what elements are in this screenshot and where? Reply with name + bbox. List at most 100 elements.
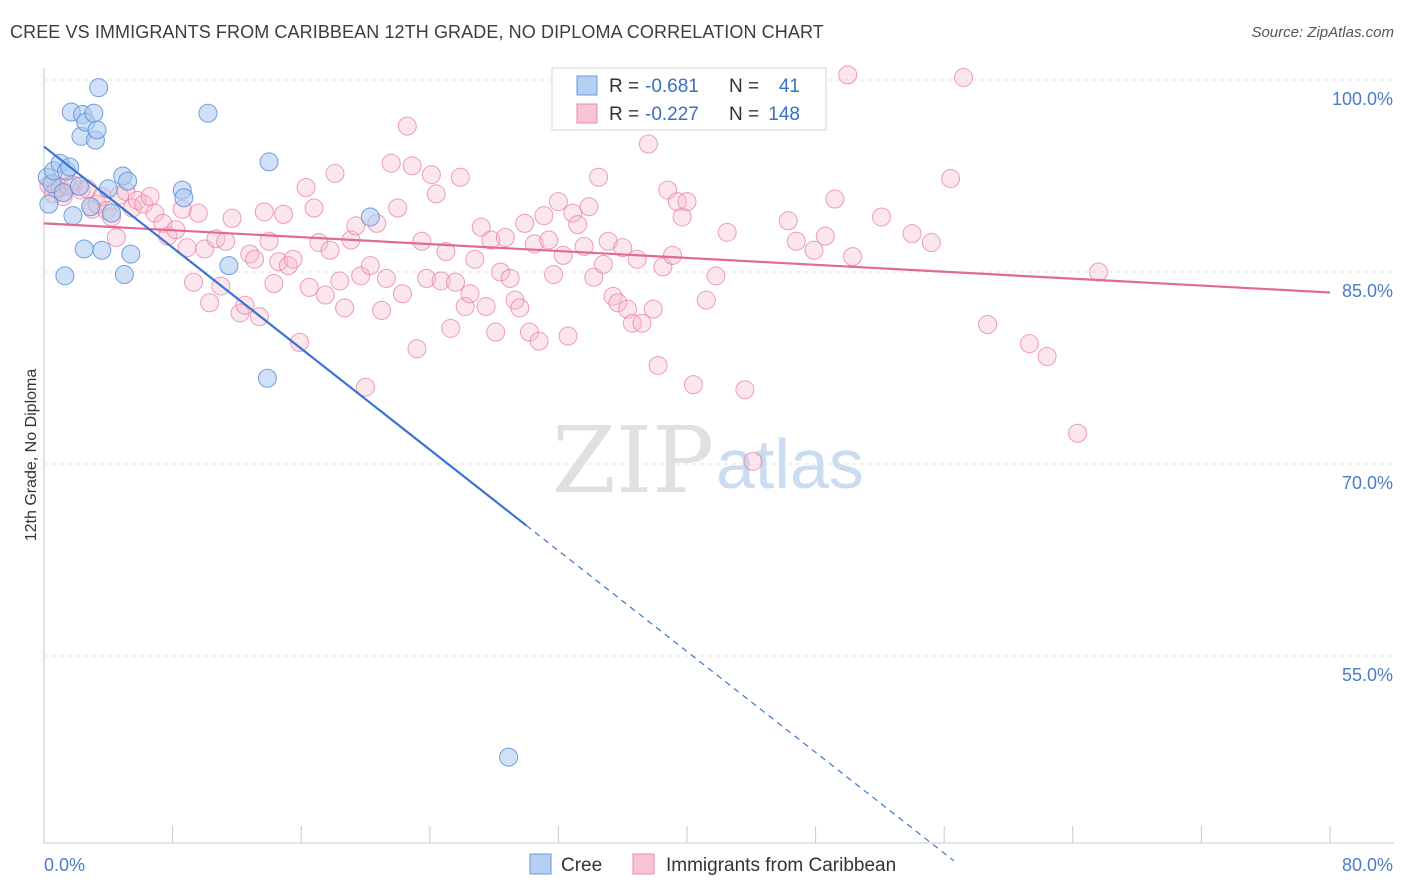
x-tick-label-0: 0.0% — [44, 855, 85, 875]
y-axis-label: 12th Grade, No Diploma — [23, 369, 40, 542]
legend-n-label-cree: N = — [729, 76, 759, 97]
caribbean-point-61 — [360, 256, 380, 276]
caribbean-point-67 — [392, 284, 412, 304]
legend-swatch-cree — [576, 75, 598, 96]
caribbean-point-55 — [330, 271, 350, 291]
caribbean-point-147 — [1068, 423, 1088, 443]
series-cree-points — [37, 78, 519, 767]
y-tick-label-3: 55.0% — [1342, 665, 1393, 685]
caribbean-point-33 — [216, 231, 236, 251]
cree-point-32 — [259, 152, 279, 172]
cree-point-16 — [81, 197, 101, 217]
caribbean-point-56 — [335, 298, 355, 318]
cree-point-29 — [174, 188, 194, 208]
caribbean-point-89 — [500, 268, 520, 288]
cree-point-20 — [89, 78, 109, 98]
caribbean-point-79 — [450, 167, 470, 187]
caribbean-point-130 — [735, 380, 755, 400]
chart-source: Source: ZipAtlas.com — [1251, 24, 1394, 41]
cree-point-25 — [114, 265, 134, 285]
caribbean-point-96 — [534, 206, 554, 226]
legend-r-value-caribbean: -0.227 — [645, 104, 699, 125]
cree-point-5 — [53, 183, 73, 203]
caribbean-point-139 — [872, 207, 892, 227]
cree-point-31 — [219, 256, 239, 276]
caribbean-point-137 — [838, 65, 858, 85]
caribbean-point-109 — [598, 231, 618, 251]
trend-line-caribbean — [43, 222, 1331, 294]
cree-point-33 — [257, 368, 277, 388]
caribbean-point-58 — [346, 216, 366, 236]
trend-line-cree — [43, 145, 527, 527]
caribbean-point-148 — [1089, 262, 1109, 282]
caribbean-point-104 — [574, 236, 594, 256]
trend-line-cree-extension — [525, 524, 955, 862]
caribbean-point-97 — [539, 230, 559, 250]
caribbean-point-132 — [778, 211, 798, 231]
caribbean-point-129 — [717, 222, 737, 242]
caribbean-point-88 — [495, 227, 515, 247]
caribbean-point-82 — [465, 249, 485, 269]
caribbean-point-50 — [304, 198, 324, 218]
cree-point-17 — [84, 103, 104, 123]
legend-n-value-cree: 41 — [779, 76, 800, 97]
caribbean-point-53 — [320, 240, 340, 260]
caribbean-point-125 — [677, 192, 697, 212]
caribbean-point-68 — [397, 116, 417, 136]
caribbean-point-136 — [825, 189, 845, 209]
caribbean-point-69 — [402, 156, 422, 176]
caribbean-point-135 — [815, 226, 835, 246]
caribbean-point-52 — [315, 285, 335, 305]
caribbean-point-84 — [476, 297, 496, 317]
cree-point-27 — [121, 244, 141, 264]
caribbean-point-145 — [1019, 334, 1039, 354]
cree-point-22 — [98, 179, 118, 199]
x-tick-label-1: 80.0% — [1342, 855, 1393, 875]
caribbean-point-116 — [632, 313, 652, 333]
watermark-zip: ZIP — [552, 407, 714, 514]
watermark: ZIP atlas — [552, 407, 864, 514]
cree-point-10 — [63, 206, 83, 226]
caribbean-point-54 — [325, 163, 345, 183]
legend-swatch-caribbean — [576, 103, 598, 124]
caribbean-point-81 — [460, 284, 480, 304]
caribbean-point-78 — [446, 272, 466, 292]
caribbean-point-133 — [786, 231, 806, 251]
cree-point-26 — [118, 171, 138, 191]
series-legend: Cree Immigrants from Caribbean — [529, 853, 896, 876]
caribbean-point-100 — [553, 245, 573, 265]
caribbean-point-103 — [568, 215, 588, 235]
caribbean-point-113 — [618, 299, 638, 319]
caribbean-point-144 — [978, 314, 998, 334]
caribbean-point-105 — [579, 197, 599, 217]
caribbean-point-59 — [351, 266, 371, 286]
caribbean-point-30 — [200, 293, 220, 313]
chart-title: CREE VS IMMIGRANTS FROM CARIBBEAN 12TH G… — [10, 22, 824, 42]
caribbean-point-101 — [558, 326, 578, 346]
cree-point-1 — [39, 194, 59, 214]
caribbean-point-123 — [667, 192, 687, 212]
caribbean-point-118 — [643, 299, 663, 319]
caribbean-point-66 — [388, 198, 408, 218]
caribbean-point-91 — [510, 298, 530, 318]
caribbean-point-74 — [426, 184, 446, 204]
caribbean-point-142 — [941, 169, 961, 189]
caribbean-point-14 — [106, 227, 126, 247]
cree-point-23 — [102, 203, 122, 223]
cree-point-34 — [360, 207, 380, 227]
caribbean-point-38 — [245, 249, 265, 269]
caribbean-point-128 — [706, 266, 726, 286]
grid-lines — [44, 79, 1394, 657]
cree-point-19 — [87, 120, 107, 140]
x-tick-labels: 0.0% 80.0% — [44, 855, 1393, 875]
caribbean-point-83 — [471, 217, 491, 237]
caribbean-point-117 — [638, 134, 658, 154]
caribbean-point-27 — [183, 272, 203, 292]
legend-n-value-caribbean: 148 — [768, 104, 800, 125]
caribbean-point-146 — [1037, 346, 1057, 366]
caribbean-point-44 — [274, 204, 294, 224]
caribbean-point-48 — [296, 178, 316, 198]
caribbean-point-45 — [278, 256, 298, 276]
legend-r-label-caribbean: R = — [609, 104, 639, 125]
